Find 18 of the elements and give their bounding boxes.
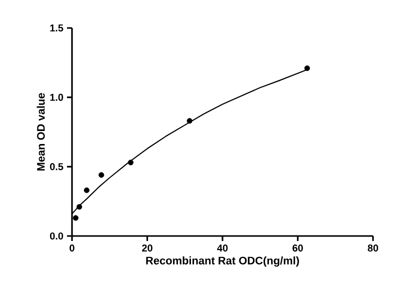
point xyxy=(76,204,82,210)
x-tick-label: 40 xyxy=(217,244,228,252)
y-tick-label: 1.5 xyxy=(50,24,64,32)
x-tick-label: 0 xyxy=(70,244,74,252)
point xyxy=(186,118,192,124)
x-tick-label: 20 xyxy=(142,244,152,252)
point xyxy=(304,65,310,71)
y-tick-label: 0.0 xyxy=(50,232,64,240)
y-tick-label: 1.0 xyxy=(50,94,64,101)
y-axis-title: Mean OD value xyxy=(36,93,45,171)
x-tick-label: 80 xyxy=(368,244,378,252)
point xyxy=(98,172,104,178)
point xyxy=(72,215,78,221)
x-axis-title: Recombinant Rat ODC(ng/ml) xyxy=(146,256,299,267)
y-tick-label: 0.5 xyxy=(50,163,64,170)
point xyxy=(84,187,90,194)
point xyxy=(128,160,134,166)
x-tick-label: 60 xyxy=(292,244,303,252)
